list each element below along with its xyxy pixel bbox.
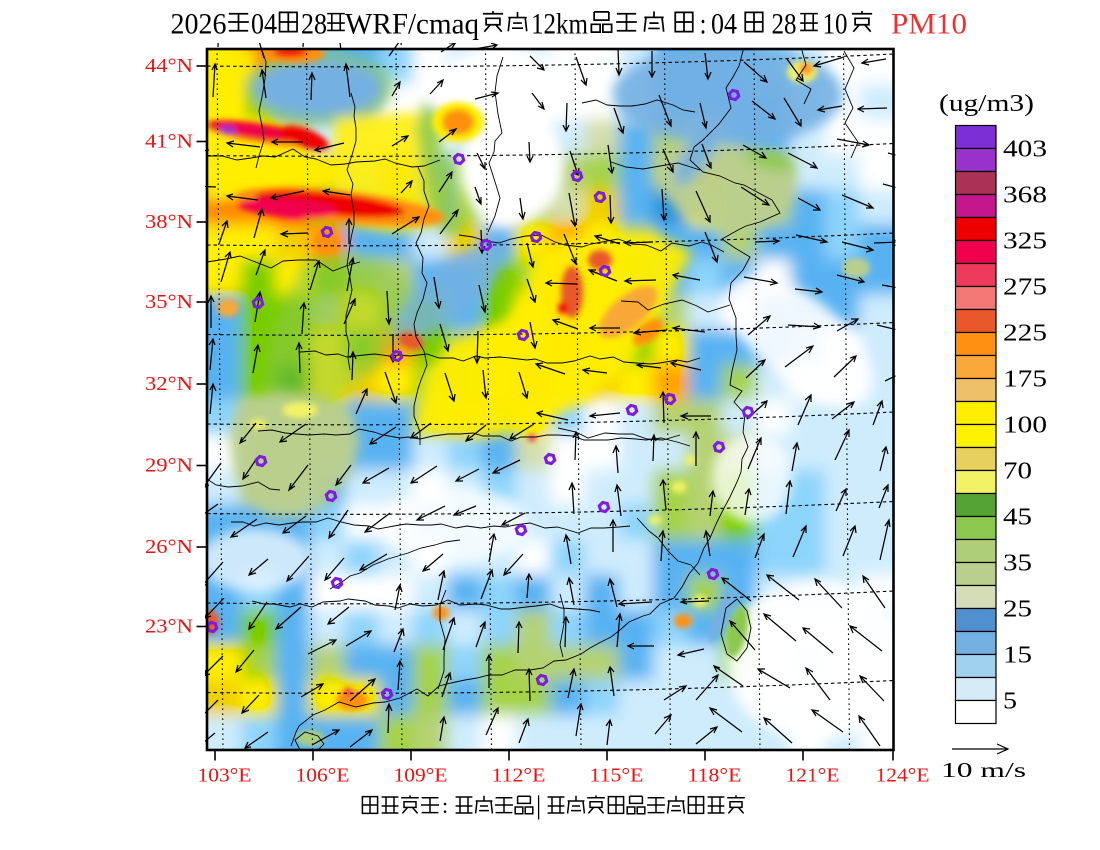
svg-text:25: 25 [1003, 597, 1032, 623]
svg-text::: : [700, 8, 707, 41]
svg-text:28: 28 [772, 8, 797, 41]
svg-text:41°N: 41°N [145, 132, 193, 153]
svg-text:32°N: 32°N [145, 374, 193, 395]
svg-text:WRF/cmaq: WRF/cmaq [345, 8, 479, 41]
svg-text:12km: 12km [531, 8, 588, 41]
svg-text:368: 368 [1003, 183, 1047, 209]
svg-text:115°E: 115°E [590, 766, 644, 787]
svg-text:04: 04 [711, 8, 737, 41]
svg-text:106°E: 106°E [296, 766, 350, 787]
svg-text:26°N: 26°N [145, 537, 193, 558]
svg-text:175: 175 [1003, 367, 1047, 393]
svg-text:(ug/m3): (ug/m3) [939, 91, 1034, 117]
svg-text:45: 45 [1003, 505, 1032, 531]
svg-text:04: 04 [251, 8, 277, 41]
svg-text:109°E: 109°E [394, 766, 448, 787]
svg-text:70: 70 [1003, 459, 1032, 485]
svg-text:325: 325 [1003, 229, 1047, 255]
svg-text:10 m/s: 10 m/s [941, 758, 1026, 782]
svg-text:38°N: 38°N [145, 212, 193, 233]
svg-text:225: 225 [1003, 321, 1047, 347]
svg-text:403: 403 [1003, 137, 1047, 163]
svg-text::: : [442, 793, 448, 818]
svg-text:10: 10 [823, 8, 848, 41]
svg-text:35°N: 35°N [145, 292, 193, 313]
svg-text:15: 15 [1003, 643, 1032, 669]
svg-text:121°E: 121°E [786, 766, 840, 787]
svg-text:28: 28 [301, 8, 327, 41]
svg-text:275: 275 [1003, 275, 1047, 301]
svg-text:118°E: 118°E [688, 766, 742, 787]
svg-text:100: 100 [1003, 413, 1047, 439]
svg-text:44°N: 44°N [145, 56, 193, 77]
svg-text:124°E: 124°E [876, 766, 930, 787]
svg-text:|: | [536, 791, 541, 820]
svg-text:23°N: 23°N [145, 617, 193, 638]
svg-text:35: 35 [1003, 551, 1032, 577]
svg-text:112°E: 112°E [492, 766, 546, 787]
svg-text:5: 5 [1003, 689, 1017, 715]
svg-text:PM10: PM10 [891, 8, 967, 41]
svg-text:103°E: 103°E [198, 766, 252, 787]
svg-text:29°N: 29°N [145, 456, 193, 477]
svg-text:2026: 2026 [171, 8, 227, 41]
